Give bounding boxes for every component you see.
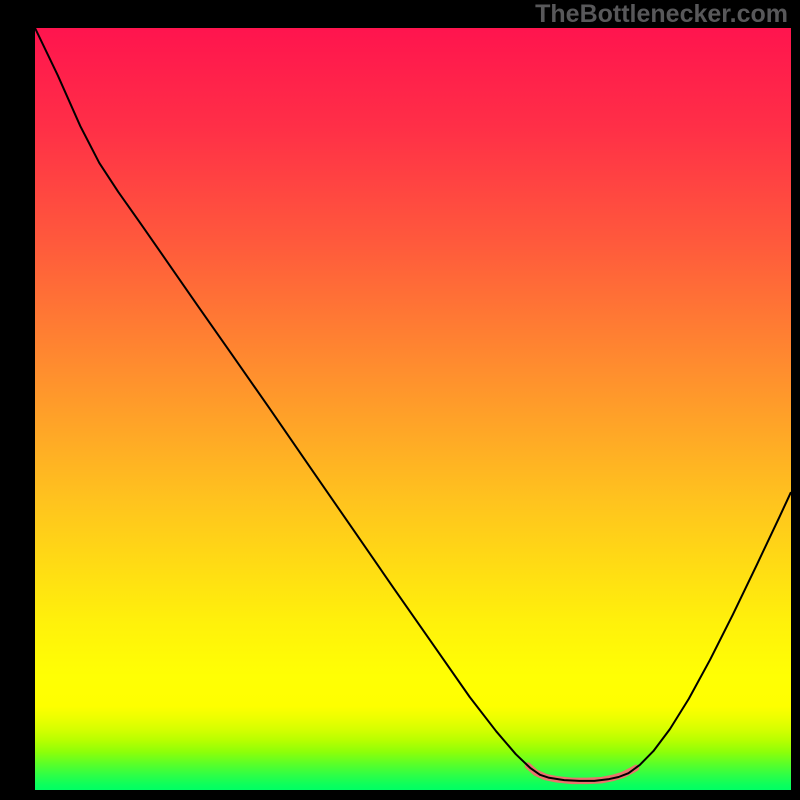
frame-border-right <box>791 0 800 800</box>
plot-area <box>35 28 791 790</box>
main-curve <box>35 28 791 781</box>
watermark-text: TheBottlenecker.com <box>535 0 788 29</box>
highlight-segment <box>528 766 636 781</box>
chart-root: TheBottlenecker.com <box>0 0 800 800</box>
curve-layer <box>35 28 791 790</box>
frame-border-bottom <box>0 790 800 800</box>
frame-border-left <box>0 0 35 800</box>
